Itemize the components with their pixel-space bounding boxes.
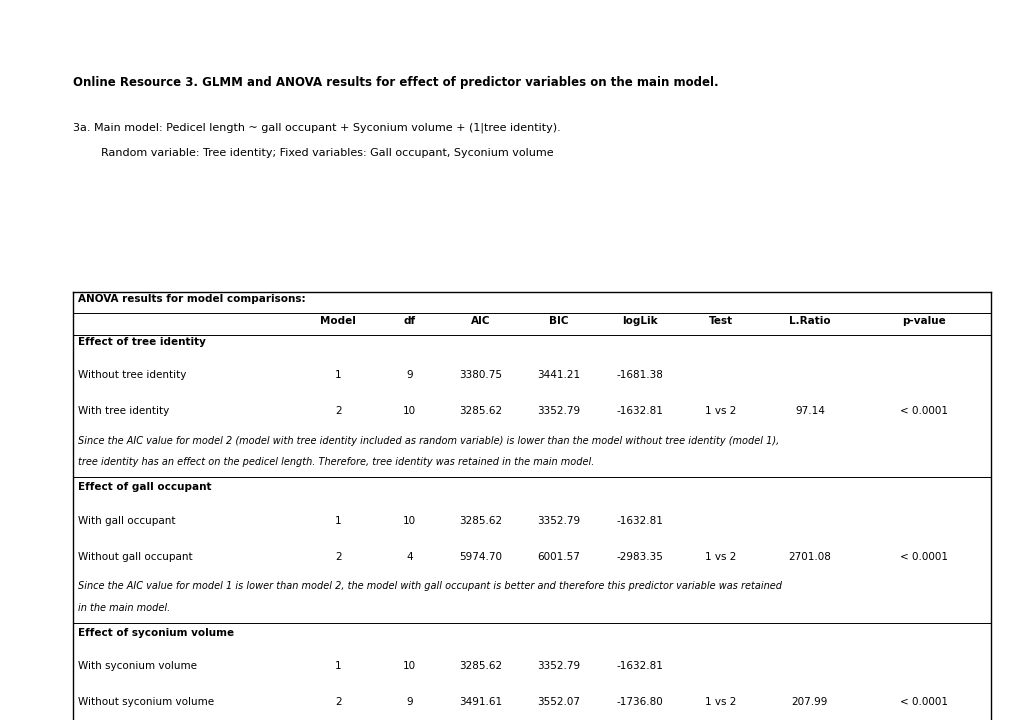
Text: Effect of syconium volume: Effect of syconium volume	[77, 628, 233, 638]
Text: 3352.79: 3352.79	[537, 406, 580, 416]
Text: 3a. Main model: Pedicel length ~ gall occupant + Syconium volume + (1|tree ident: 3a. Main model: Pedicel length ~ gall oc…	[73, 122, 560, 133]
Text: 1 vs 2: 1 vs 2	[705, 552, 736, 562]
Text: 3352.79: 3352.79	[537, 661, 580, 671]
Text: With tree identity: With tree identity	[77, 406, 168, 416]
Text: Online Resource 3. GLMM and ANOVA results for effect of predictor variables on t: Online Resource 3. GLMM and ANOVA result…	[73, 76, 718, 89]
Text: Model: Model	[320, 316, 356, 326]
Text: Without tree identity: Without tree identity	[77, 370, 185, 380]
Text: -1632.81: -1632.81	[615, 406, 662, 416]
Text: ANOVA results for model comparisons:: ANOVA results for model comparisons:	[77, 294, 305, 305]
Text: df: df	[404, 316, 415, 326]
Text: 1: 1	[334, 516, 341, 526]
Text: Without syconium volume: Without syconium volume	[77, 697, 213, 707]
Text: 3491.61: 3491.61	[459, 697, 502, 707]
Text: 2: 2	[334, 406, 341, 416]
Text: 9: 9	[406, 370, 413, 380]
Text: AIC: AIC	[471, 316, 490, 326]
Text: With syconium volume: With syconium volume	[77, 661, 197, 671]
Text: 207.99: 207.99	[791, 697, 827, 707]
Text: 2: 2	[334, 697, 341, 707]
Text: L.Ratio: L.Ratio	[789, 316, 829, 326]
Text: -1736.80: -1736.80	[615, 697, 662, 707]
Text: 3552.07: 3552.07	[537, 697, 580, 707]
Text: 1: 1	[334, 370, 341, 380]
Text: in the main model.: in the main model.	[77, 603, 169, 613]
Text: 2701.08: 2701.08	[788, 552, 830, 562]
Text: 10: 10	[403, 661, 416, 671]
Text: 10: 10	[403, 516, 416, 526]
Text: tree identity has an effect on the pedicel length. Therefore, tree identity was : tree identity has an effect on the pedic…	[77, 457, 593, 467]
Text: 6001.57: 6001.57	[537, 552, 580, 562]
Text: -1632.81: -1632.81	[615, 661, 662, 671]
Text: p-value: p-value	[902, 316, 945, 326]
Text: Test: Test	[708, 316, 733, 326]
Text: Since the AIC value for model 1 is lower than model 2, the model with gall occup: Since the AIC value for model 1 is lower…	[77, 581, 781, 591]
Text: BIC: BIC	[548, 316, 569, 326]
Text: Effect of tree identity: Effect of tree identity	[77, 337, 205, 347]
Text: 9: 9	[406, 697, 413, 707]
Text: 5974.70: 5974.70	[459, 552, 502, 562]
Text: 3352.79: 3352.79	[537, 516, 580, 526]
Text: 4: 4	[406, 552, 413, 562]
Text: < 0.0001: < 0.0001	[899, 697, 948, 707]
Text: -2983.35: -2983.35	[615, 552, 662, 562]
Text: 1: 1	[334, 661, 341, 671]
Text: 3380.75: 3380.75	[459, 370, 502, 380]
Text: -1681.38: -1681.38	[615, 370, 662, 380]
Text: Effect of gall occupant: Effect of gall occupant	[77, 482, 211, 492]
Text: 1 vs 2: 1 vs 2	[705, 406, 736, 416]
Text: 2: 2	[334, 552, 341, 562]
Text: -1632.81: -1632.81	[615, 516, 662, 526]
Text: Since the AIC value for model 2 (model with tree identity included as random var: Since the AIC value for model 2 (model w…	[77, 436, 779, 446]
Text: 3285.62: 3285.62	[459, 516, 502, 526]
Text: < 0.0001: < 0.0001	[899, 552, 948, 562]
Text: 10: 10	[403, 406, 416, 416]
Text: With gall occupant: With gall occupant	[77, 516, 175, 526]
Text: Random variable: Tree identity; Fixed variables: Gall occupant, Syconium volume: Random variable: Tree identity; Fixed va…	[73, 148, 553, 158]
Text: 1 vs 2: 1 vs 2	[705, 697, 736, 707]
Text: 3285.62: 3285.62	[459, 661, 502, 671]
Text: Without gall occupant: Without gall occupant	[77, 552, 192, 562]
Text: 3285.62: 3285.62	[459, 406, 502, 416]
Text: < 0.0001: < 0.0001	[899, 406, 948, 416]
Text: 97.14: 97.14	[794, 406, 824, 416]
Text: logLik: logLik	[622, 316, 656, 326]
Text: 3441.21: 3441.21	[537, 370, 580, 380]
